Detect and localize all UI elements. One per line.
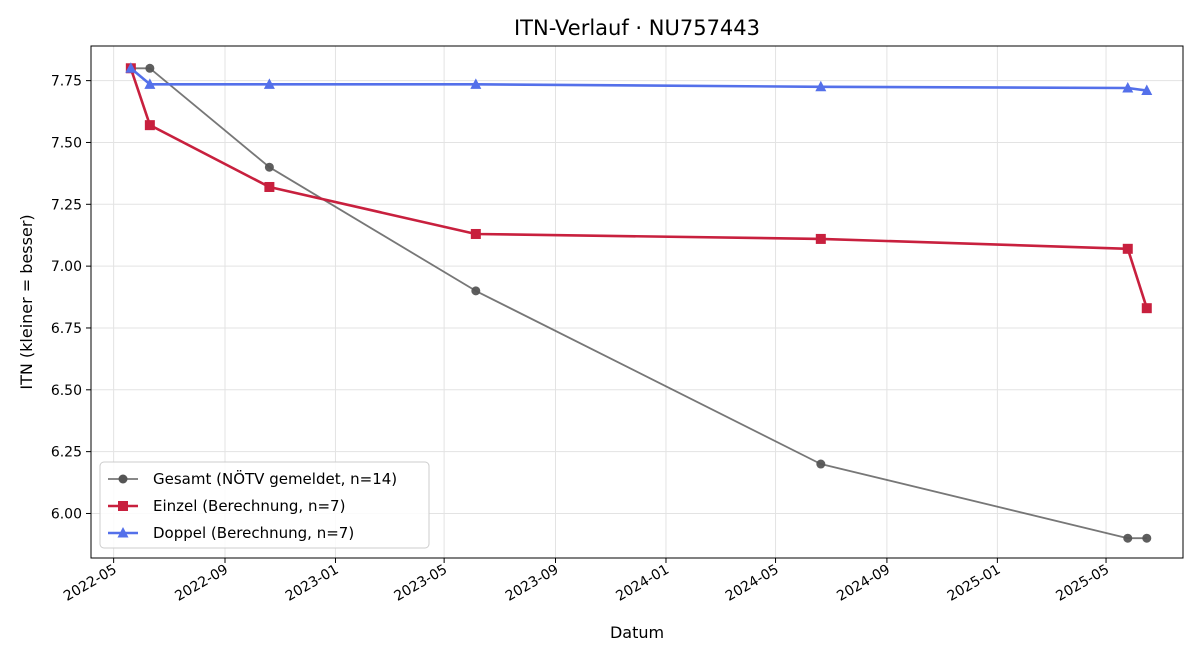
plot-frame xyxy=(90,45,1184,559)
y-tick-label: 6.75 xyxy=(51,321,82,337)
data-point xyxy=(264,181,275,192)
x-axis-label: Datum xyxy=(610,623,664,642)
legend-marker xyxy=(117,527,129,538)
legend-label: Einzel (Berechnung, n=7) xyxy=(153,497,345,515)
data-point xyxy=(263,78,275,89)
y-tick-label: 7.75 xyxy=(51,74,82,90)
chart-title: ITN-Verlauf · NU757443 xyxy=(514,16,760,40)
data-point xyxy=(144,78,156,89)
data-point xyxy=(1142,533,1152,543)
data-point xyxy=(125,62,137,73)
data-point xyxy=(144,120,155,131)
data-point xyxy=(470,228,481,239)
legend-marker xyxy=(118,474,128,484)
legend-box xyxy=(99,461,430,549)
legend-label: Doppel (Berechnung, n=7) xyxy=(153,524,354,542)
data-point xyxy=(470,78,482,89)
y-tick-label: 7.25 xyxy=(51,197,82,213)
data-point xyxy=(1141,303,1152,314)
legend-entry: Gesamt (NÖTV gemeldet, n=14) xyxy=(108,469,397,488)
legend: Gesamt (NÖTV gemeldet, n=14) Einzel (Bere… xyxy=(99,461,430,549)
series-circle xyxy=(126,63,1152,543)
y-axis-label: ITN (kleiner = besser) xyxy=(17,214,36,389)
data-point xyxy=(815,80,827,92)
data-point xyxy=(1122,243,1133,254)
y-tick-label: 7.00 xyxy=(51,259,82,275)
data-point xyxy=(471,286,481,296)
data-point xyxy=(816,459,826,469)
series-triangle xyxy=(125,62,1153,96)
data-point xyxy=(264,162,274,172)
y-tick-label: 6.00 xyxy=(51,506,82,522)
data-point xyxy=(1123,533,1133,543)
legend-label: Gesamt (NÖTV gemeldet, n=14) xyxy=(153,469,397,488)
series-layer xyxy=(125,62,1153,543)
y-tick-label: 7.50 xyxy=(51,135,82,151)
legend-entry: Einzel (Berechnung, n=7) xyxy=(108,497,345,515)
y-tick-label: 6.50 xyxy=(51,383,82,399)
legend-marker xyxy=(118,501,128,511)
legend-entry: Doppel (Berechnung, n=7) xyxy=(108,524,354,542)
data-point xyxy=(1122,82,1134,93)
data-point xyxy=(1141,84,1153,96)
data-point xyxy=(815,233,826,244)
y-tick-label: 6.25 xyxy=(51,445,82,461)
data-point xyxy=(145,63,155,73)
